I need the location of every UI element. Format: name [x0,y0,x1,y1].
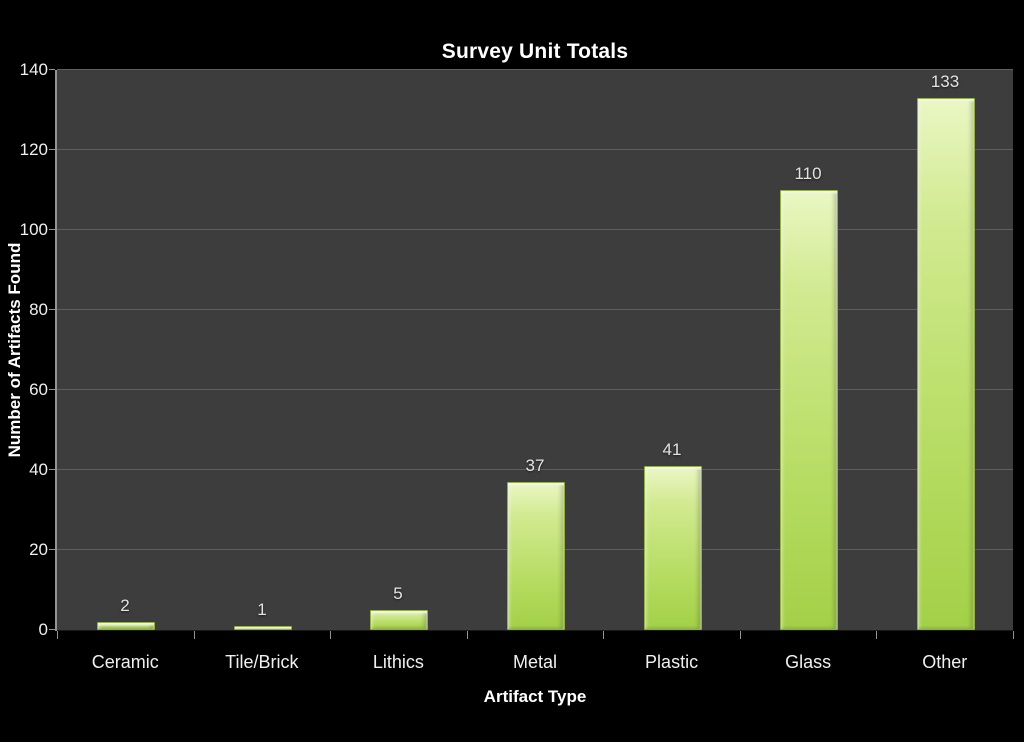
bar-value-label-tile-brick: 1 [257,600,267,619]
bar-value-label-other: 133 [930,72,960,91]
y-tick-mark-0 [49,629,55,630]
x-category-label-other: Other [922,652,968,672]
bar-value-label-glass: 110 [794,164,822,183]
y-tick-mark-60 [49,389,55,390]
y-tick-label-40: 40 [29,460,48,479]
bar-metal [507,482,565,630]
bar-value-label-lithics: 5 [393,584,403,603]
y-axis-title: Number of Artifacts Found [5,242,24,458]
bar-ceramic [97,622,155,630]
x-tick-mark-6 [876,631,877,639]
bar-other [917,98,975,630]
gridline-y-40 [57,469,1013,470]
x-category-label-lithics: Lithics [372,652,424,672]
y-tick-label-100: 100 [19,220,48,239]
x-category-label-glass: Glass [785,652,832,672]
bar-tile-brick [234,626,292,630]
gridline-y-120 [57,149,1013,150]
y-tick-label-20: 20 [29,540,48,559]
x-category-label-metal: Metal [512,652,557,672]
bar-plastic [644,466,702,630]
y-tick-label-140: 140 [19,60,48,79]
y-tick-mark-100 [49,229,55,230]
plot-area: 2 1 5 37 41 110 133 [57,69,1013,631]
y-tick-label-60: 60 [29,380,48,399]
y-tick-mark-40 [49,469,55,470]
x-axis-title: Artifact Type [483,687,587,706]
bar-glass [780,190,838,630]
gridline-y-140 [57,69,1013,70]
x-tick-mark-2 [330,631,331,639]
x-tick-mark-5 [740,631,741,639]
gridline-y-60 [57,389,1013,390]
y-tick-mark-120 [49,149,55,150]
bar-lithics [370,610,428,630]
y-tick-label-80: 80 [29,300,48,319]
bar-value-label-plastic: 41 [662,440,682,459]
x-category-label-tile-brick: Tile/Brick [225,652,299,672]
chart-title: Survey Unit Totals [441,40,629,63]
bar-value-label-metal: 37 [525,456,545,475]
x-tick-mark-1 [194,631,195,639]
y-tick-mark-140 [49,69,55,70]
gridline-y-80 [57,309,1013,310]
y-tick-mark-80 [49,309,55,310]
y-tick-label-120: 120 [19,140,48,159]
y-tick-label-0: 0 [38,620,48,639]
x-tick-mark-0 [57,631,58,639]
y-tick-mark-20 [49,549,55,550]
bar-value-label-ceramic: 2 [120,596,130,615]
x-tick-mark-4 [603,631,604,639]
y-axis-line [55,70,57,631]
x-tick-mark-7 [1013,631,1014,639]
x-tick-mark-3 [467,631,468,639]
gridline-y-100 [57,229,1013,230]
x-category-label-ceramic: Ceramic [91,652,159,672]
x-category-label-plastic: Plastic [645,652,699,672]
